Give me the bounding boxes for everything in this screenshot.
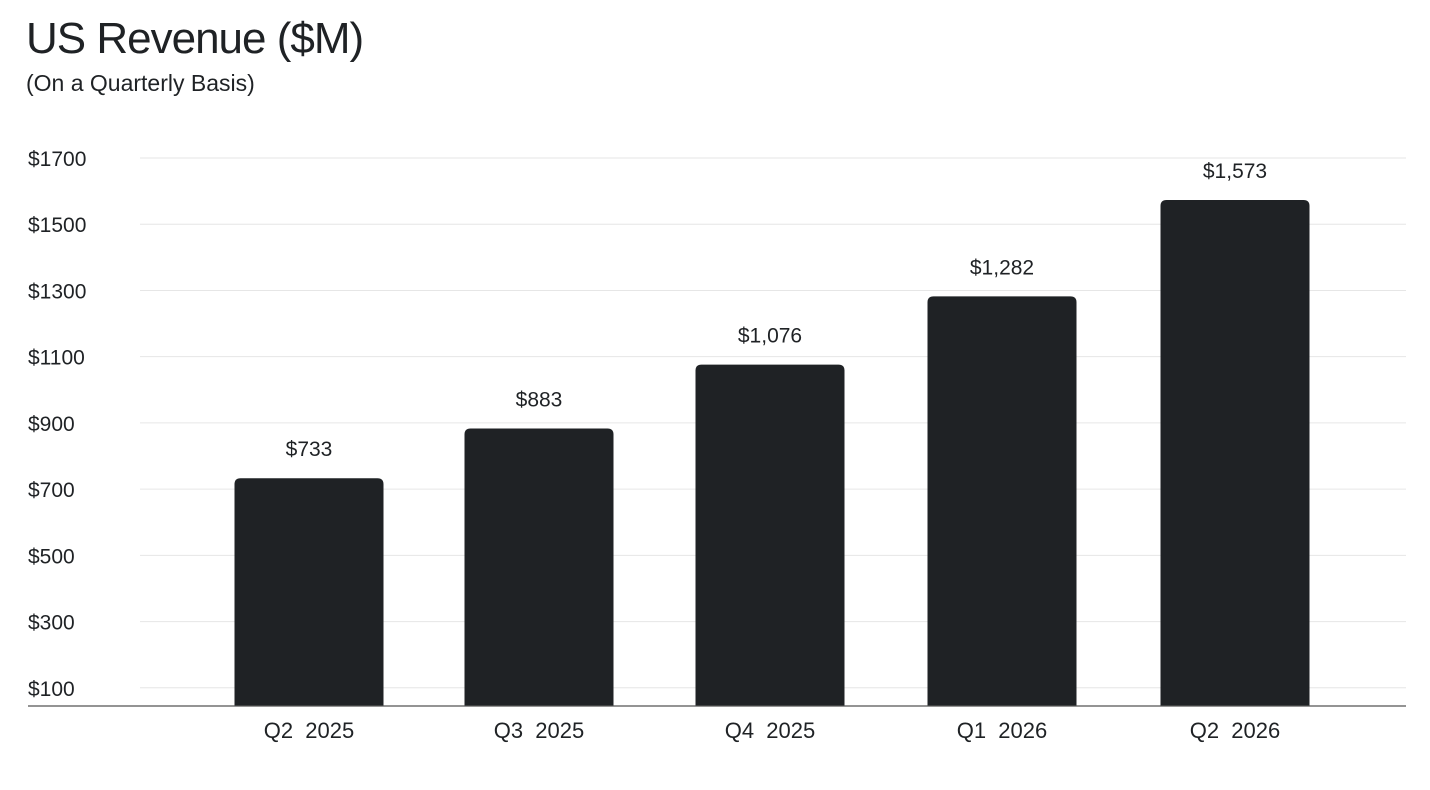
bar bbox=[695, 364, 845, 706]
y-tick-label: $300 bbox=[28, 612, 75, 635]
x-tick-label: Q3 2025 bbox=[494, 718, 585, 743]
y-tick-label: $900 bbox=[28, 413, 75, 436]
y-tick-label: $700 bbox=[28, 479, 75, 502]
bar bbox=[464, 428, 614, 706]
y-tick-label: $100 bbox=[28, 678, 75, 701]
x-tick-label: Q1 2026 bbox=[957, 718, 1048, 743]
chart-subtitle: (On a Quarterly Basis) bbox=[26, 70, 255, 96]
y-tick-label: $1100 bbox=[28, 347, 85, 370]
bar-value-label: $883 bbox=[516, 389, 563, 412]
x-tick-label: Q4 2025 bbox=[725, 718, 816, 743]
y-axis-tick-labels: $100 $300 $500 $700 $900 $1100 $1300 $1500 $1700 bbox=[28, 148, 86, 701]
bar bbox=[927, 296, 1077, 706]
bar-value-label: $1,076 bbox=[738, 325, 802, 348]
y-tick-label: $1500 bbox=[28, 214, 86, 237]
bar-value-labels: $733 $883 $1,076 $1,282 $1,573 bbox=[286, 160, 1267, 461]
y-tick-label: $500 bbox=[28, 545, 75, 568]
x-tick-label: Q2 2026 bbox=[1190, 718, 1281, 743]
bar-value-label: $1,573 bbox=[1203, 160, 1267, 183]
x-axis-tick-labels: Q2 2025 Q3 2025 Q4 2025 Q1 2026 Q2 2026 bbox=[264, 718, 1281, 743]
bar-value-label: $733 bbox=[286, 438, 333, 461]
y-tick-label: $1300 bbox=[28, 280, 86, 303]
y-tick-label: $1700 bbox=[28, 148, 86, 171]
bar-value-label: $1,282 bbox=[970, 256, 1034, 279]
chart-title: US Revenue ($M) bbox=[26, 14, 364, 63]
bar bbox=[234, 478, 384, 706]
bars bbox=[234, 200, 1310, 707]
bar bbox=[1160, 200, 1310, 707]
x-tick-label: Q2 2025 bbox=[264, 718, 355, 743]
